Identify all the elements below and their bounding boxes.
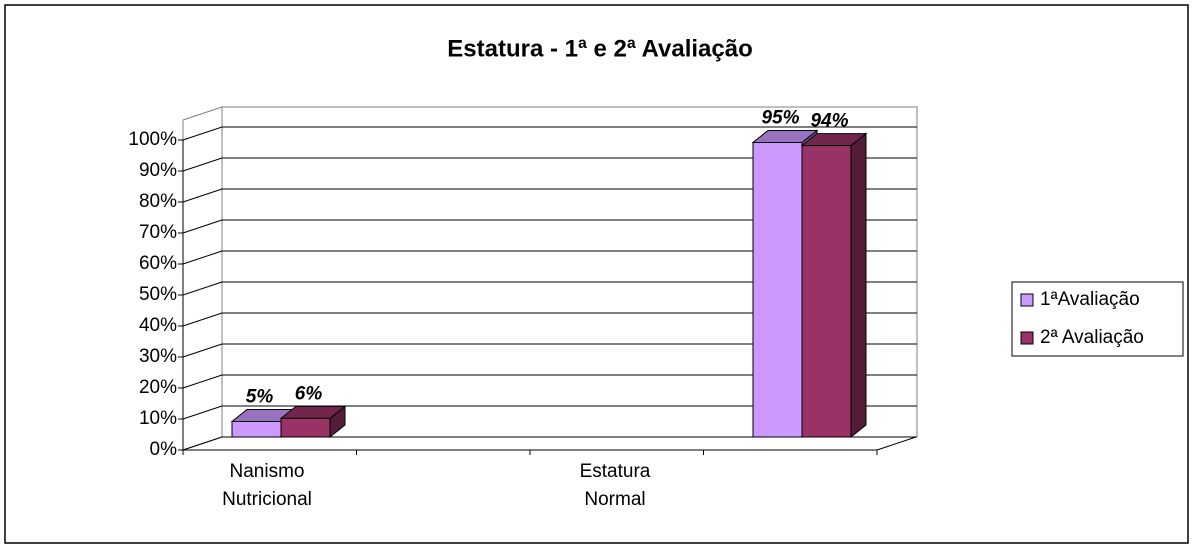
legend-box — [1011, 281, 1184, 357]
y-tick-label: 10% — [139, 408, 177, 429]
y-tick-label: 90% — [139, 160, 177, 181]
grid-line-side — [182, 374, 223, 389]
y-tick-label: 20% — [139, 377, 177, 398]
y-tick-label: 100% — [128, 129, 177, 150]
data-label: 6% — [295, 383, 323, 404]
y-tick-label: 80% — [139, 191, 177, 212]
legend-swatch — [1020, 331, 1034, 345]
bar — [231, 421, 282, 438]
side-wall — [182, 106, 223, 451]
x-tick-label: Nanismo Nutricional — [222, 461, 312, 510]
y-tick-label: 50% — [139, 284, 177, 305]
bar — [280, 417, 331, 438]
y-tick-label: 30% — [139, 346, 177, 367]
y-tick-label: 0% — [150, 439, 178, 460]
grid-line-side — [182, 405, 223, 420]
legend-label: 2ª Avaliação — [1040, 327, 1144, 348]
grid-line-side — [182, 188, 223, 203]
floor-edge — [876, 436, 917, 451]
data-label: 95% — [761, 108, 799, 129]
grid-line-side — [182, 157, 223, 172]
bar — [752, 142, 803, 438]
legend-label: 1ªAvaliação — [1040, 289, 1140, 310]
grid-line-side — [182, 436, 223, 451]
x-tick-label: Estatura Normal — [579, 461, 651, 510]
y-tick-label: 60% — [139, 253, 177, 274]
bar-side — [850, 132, 867, 439]
grid-line-side — [182, 250, 223, 265]
y-tick-label: 40% — [139, 315, 177, 336]
bar — [801, 145, 852, 438]
grid-line-side — [182, 126, 223, 141]
data-label: 94% — [810, 111, 848, 132]
chart-title: Estatura - 1ª e 2ª Avaliação — [447, 35, 752, 62]
data-label: 5% — [246, 387, 274, 408]
legend-swatch — [1020, 293, 1034, 307]
grid-line-side — [182, 219, 223, 234]
grid-line-side — [182, 343, 223, 358]
grid-line-side — [182, 312, 223, 327]
grid-line-side — [182, 281, 223, 296]
y-tick-label: 70% — [139, 222, 177, 243]
